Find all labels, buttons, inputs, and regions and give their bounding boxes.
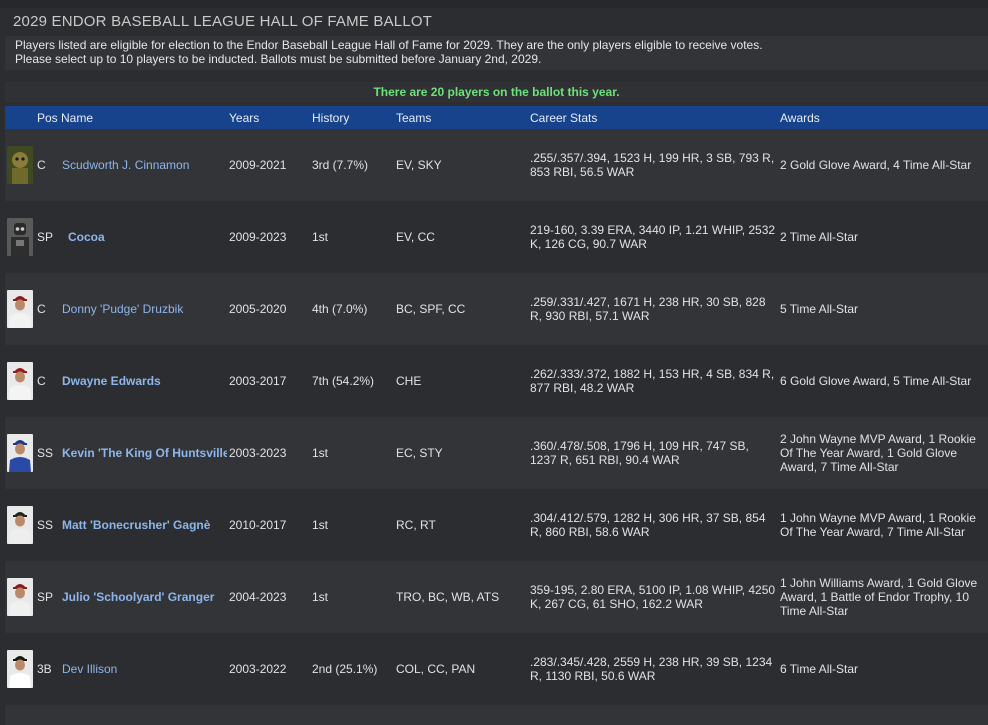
- player-history: 3rd (7.7%): [312, 158, 369, 172]
- player-career-stats: .255/.357/.394, 1523 H, 199 HR, 3 SB, 79…: [530, 151, 775, 179]
- col-teams[interactable]: Teams: [396, 111, 432, 125]
- player-position: C: [37, 374, 46, 388]
- top-bar: [0, 0, 988, 8]
- player-years: 2005-2020: [229, 302, 287, 316]
- col-career-stats[interactable]: Career Stats: [530, 111, 598, 125]
- player-teams: COL, CC, PAN: [396, 662, 476, 676]
- player-career-stats: .360/.478/.508, 1796 H, 109 HR, 747 SB, …: [530, 439, 749, 467]
- player-teams: EV, CC: [396, 230, 435, 244]
- table-row[interactable]: 3B Dev Illison 2003-2022 2nd (25.1%) COL, CC…: [5, 633, 988, 705]
- player-career-stats: .304/.412/.579, 1282 H, 306 HR, 37 SB, 8…: [530, 511, 766, 539]
- table-header: Pos Name Years History Teams Career Stat…: [5, 106, 988, 129]
- col-pos-name[interactable]: Pos Name: [37, 111, 94, 125]
- ballot-info: Players listed are eligible for election…: [5, 36, 988, 70]
- player-career-stats: .283/.345/.428, 2559 H, 238 HR, 39 SB, 1…: [530, 655, 773, 683]
- player-position: SS: [37, 446, 54, 460]
- player-years: 2003-2022: [229, 662, 287, 676]
- table-row[interactable]: C Dwayne Edwards 2003-2017 7th (54.2%) CHE .2…: [5, 345, 988, 417]
- player-teams: TRO, BC, WB, ATS: [396, 590, 500, 604]
- player-name-link[interactable]: Donny 'Pudge' Druzbik: [62, 302, 184, 316]
- table-row[interactable]: C Donny 'Pudge' Druzbik 2005-2020 4th (7.0%…: [5, 273, 988, 345]
- player-years: 2003-2023: [229, 446, 287, 460]
- table-row[interactable]: SP Cocoa 2009-2023 1st EV, CC 219-160, 3.39 E…: [5, 201, 988, 273]
- player-awards: 6 Time All-Star: [780, 662, 859, 676]
- player-history: 1st: [312, 230, 329, 244]
- player-career-stats: 219-160, 3.39 ERA, 3440 IP, 1.21 WHIP, 2…: [530, 223, 776, 251]
- player-name-link[interactable]: Matt 'Bonecrusher' Gagnè: [62, 518, 211, 532]
- player-career-stats: 359-195, 2.80 ERA, 5100 IP, 1.08 WHIP, 4…: [530, 583, 776, 611]
- player-years: 2010-2017: [229, 518, 287, 532]
- col-years[interactable]: Years: [229, 111, 260, 125]
- player-awards: 1 John Wayne MVP Award, 1 Rookie Of The …: [780, 511, 976, 539]
- player-years: 2004-2023: [229, 590, 287, 604]
- player-history: 1st: [312, 446, 329, 460]
- player-name-link[interactable]: Dev Illison: [62, 662, 118, 676]
- player-portrait[interactable]: [7, 146, 33, 184]
- player-portrait[interactable]: [7, 578, 33, 616]
- player-history: 4th (7.0%): [312, 302, 368, 316]
- page-title: 2029 ENDOR BASEBALL LEAGUE HALL OF FAME …: [13, 13, 433, 30]
- player-portrait[interactable]: [7, 506, 33, 544]
- player-position: C: [37, 158, 46, 172]
- player-name-link[interactable]: Cocoa: [68, 230, 105, 244]
- table-row[interactable]: C Scudworth J. Cinnamon 2009-2021 3rd (7.7%…: [5, 129, 988, 201]
- player-years: 2003-2017: [229, 374, 287, 388]
- player-history: 1st: [312, 590, 329, 604]
- player-name-link[interactable]: Kevin 'The King Of Huntsville': [62, 446, 227, 460]
- player-years: 2009-2023: [229, 230, 287, 244]
- player-teams: EV, SKY: [396, 158, 442, 172]
- table-row[interactable]: SS Matt 'Bonecrusher' Gagnè 2010-2017 1st RC…: [5, 489, 988, 561]
- player-teams: BC, SPF, CC: [396, 302, 466, 316]
- player-portrait[interactable]: [7, 218, 33, 256]
- player-list: C Scudworth J. Cinnamon 2009-2021 3rd (7.7%…: [5, 129, 988, 725]
- player-career-stats: .262/.333/.372, 1882 H, 153 HR, 4 SB, 83…: [530, 367, 775, 395]
- player-awards: 6 Gold Glove Award, 5 Time All-Star: [780, 374, 972, 388]
- player-position: 3B: [37, 662, 52, 676]
- player-awards: 2 Gold Glove Award, 4 Time All-Star: [780, 158, 972, 172]
- player-awards: 2 Time All-Star: [780, 230, 859, 244]
- player-position: SS: [37, 518, 54, 532]
- player-teams: RC, RT: [396, 518, 436, 532]
- player-position: SP: [37, 230, 54, 244]
- col-awards[interactable]: Awards: [780, 111, 820, 125]
- player-teams: CHE: [396, 374, 422, 388]
- player-awards: 2 John Wayne MVP Award, 1 Rookie Of The …: [780, 432, 976, 474]
- player-awards: 1 John Williams Award, 1 Gold Glove Awar…: [780, 576, 978, 618]
- player-portrait[interactable]: [7, 650, 33, 688]
- player-years: 2009-2021: [229, 158, 287, 172]
- table-row[interactable]: SS Kevin 'The King Of Huntsville' 2003-202…: [5, 417, 988, 489]
- player-career-stats: .259/.331/.427, 1671 H, 238 HR, 30 SB, 8…: [530, 295, 766, 323]
- player-awards: 5 Time All-Star: [780, 302, 859, 316]
- info-line-1: Players listed are eligible for election…: [15, 38, 763, 52]
- player-name-link[interactable]: Julio 'Schoolyard' Granger: [62, 590, 215, 604]
- player-history: 2nd (25.1%): [312, 662, 378, 676]
- player-name-link[interactable]: Dwayne Edwards: [62, 374, 161, 388]
- player-name-link[interactable]: Scudworth J. Cinnamon: [62, 158, 190, 172]
- player-history: 7th (54.2%): [312, 374, 375, 388]
- player-portrait[interactable]: [7, 290, 33, 328]
- info-line-2: Please select up to 10 players to be ind…: [15, 52, 542, 66]
- ballot-count: There are 20 players on the ballot this …: [5, 82, 988, 102]
- table-row[interactable]: SP Julio 'Schoolyard' Granger 2004-2023 1st…: [5, 561, 988, 633]
- player-history: 1st: [312, 518, 329, 532]
- player-position: SP: [37, 590, 54, 604]
- player-portrait[interactable]: [7, 362, 33, 400]
- col-history[interactable]: History: [312, 111, 350, 125]
- player-portrait[interactable]: [7, 434, 33, 472]
- table-row[interactable]: [5, 705, 988, 725]
- player-teams: EC, STY: [396, 446, 443, 460]
- player-position: C: [37, 302, 46, 316]
